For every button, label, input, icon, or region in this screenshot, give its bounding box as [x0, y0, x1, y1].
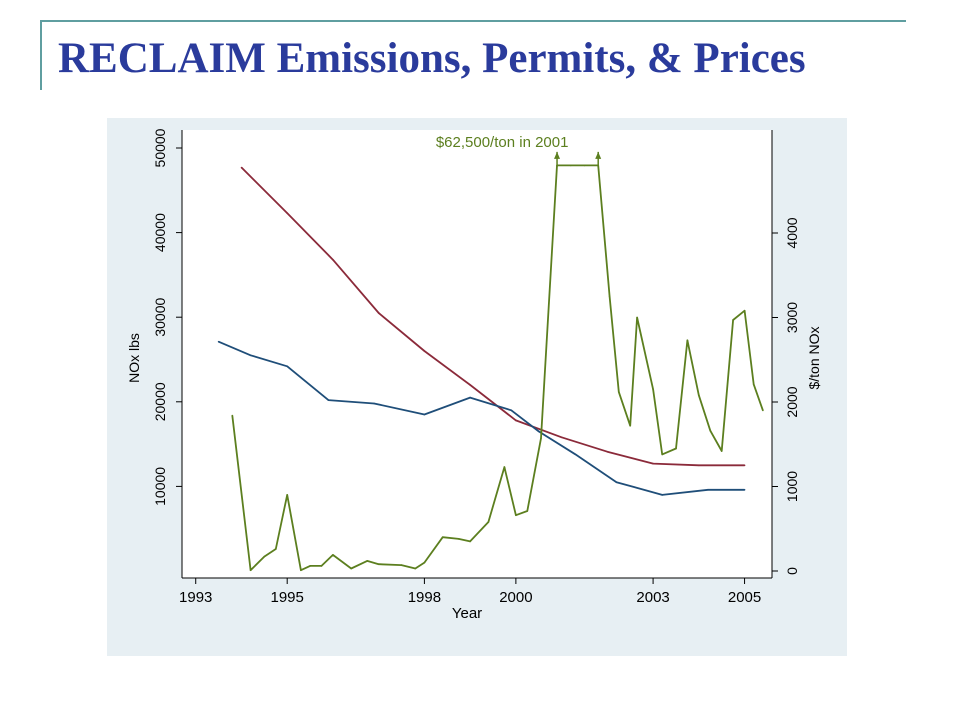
price-point	[515, 514, 517, 516]
price-point	[320, 565, 323, 567]
emissions-point	[373, 402, 375, 405]
price-point	[441, 536, 444, 538]
permits-point	[652, 462, 654, 465]
y-left-tick-label: 50000	[152, 128, 168, 167]
price-point	[752, 383, 755, 386]
price-point	[286, 494, 288, 496]
price-point	[457, 538, 460, 540]
y-left-tick-label: 30000	[152, 298, 168, 337]
emissions-point	[743, 489, 746, 491]
x-tick-label: 2000	[499, 589, 532, 606]
price-point	[414, 567, 417, 570]
price-point	[526, 510, 529, 512]
x-tick-label: 2005	[728, 589, 761, 606]
price-point	[300, 569, 302, 571]
price-point	[400, 564, 403, 566]
y-right-tick-label: 4000	[784, 217, 800, 248]
y-left-tick-label: 10000	[152, 467, 168, 506]
permits-point	[560, 436, 563, 439]
price-point	[636, 316, 638, 319]
emissions-point	[217, 340, 220, 343]
permits-point	[286, 212, 288, 214]
price-point	[686, 339, 689, 342]
x-tick-label: 1998	[408, 589, 441, 606]
x-tick-label: 2003	[636, 589, 669, 606]
price-point	[469, 540, 471, 543]
permits-point	[743, 464, 746, 467]
emissions-point	[286, 365, 288, 368]
price-point	[583, 164, 586, 167]
plot-area	[182, 130, 772, 578]
price-point	[720, 450, 723, 452]
emissions-point	[661, 494, 663, 496]
emissions-point	[574, 453, 577, 456]
title-accent-line	[40, 20, 906, 22]
price-point	[570, 164, 572, 167]
title-accent-bar	[40, 20, 42, 90]
emissions-point	[510, 409, 513, 412]
y-left-axis-title: NOx lbs	[126, 333, 142, 383]
emissions-point	[707, 489, 709, 491]
chart-svg: 1993 1995 1998 2000 2003 2005Year100002000030…	[107, 118, 847, 656]
chart-panel: 1993 1995 1998 2000 2003 2005 Year 10000 20000 30…	[107, 118, 847, 656]
permits-point	[606, 450, 609, 453]
price-annotation: $62,500/ton in 2001	[436, 134, 569, 151]
price-point	[732, 319, 734, 321]
price-point	[366, 560, 369, 562]
permits-point	[698, 464, 700, 467]
price-point	[661, 453, 663, 456]
permits-point	[515, 419, 517, 422]
price-point	[309, 565, 311, 567]
y-right-tick-label: 0	[784, 567, 800, 575]
permits-line	[240, 166, 745, 467]
annotation-arrow-head	[595, 151, 602, 159]
permits-point	[332, 258, 334, 261]
price-point	[423, 561, 426, 564]
emissions-point	[423, 413, 426, 416]
y-right-tick-label: 2000	[784, 386, 800, 417]
x-tick-label: 1995	[271, 589, 304, 606]
emissions-point	[469, 396, 471, 399]
emissions-point	[615, 481, 618, 484]
price-line	[231, 164, 764, 572]
permits-point	[240, 166, 243, 169]
emissions-line	[218, 340, 745, 496]
price-point	[762, 409, 764, 412]
price-point	[709, 429, 712, 432]
price-point	[487, 521, 490, 523]
x-tick-label: 1993	[179, 589, 212, 606]
y-right-axis-title: $/ton NOx	[806, 326, 822, 389]
annotation-arrow-head	[554, 151, 561, 159]
price-point	[231, 414, 234, 417]
emissions-point	[327, 399, 330, 401]
price-point	[377, 563, 380, 565]
price-point	[350, 567, 352, 570]
permits-point	[469, 384, 471, 386]
price-point	[332, 554, 334, 556]
permits-point	[423, 350, 426, 352]
price-point	[540, 437, 542, 440]
price-point	[263, 555, 266, 558]
price-point	[675, 447, 677, 450]
y-left-tick-label: 40000	[152, 213, 168, 252]
emissions-point	[249, 354, 252, 357]
price-point	[629, 424, 631, 427]
price-point	[743, 309, 746, 312]
price-point	[618, 391, 620, 393]
price-point	[608, 295, 611, 298]
y-left-tick-label: 20000	[152, 382, 168, 421]
emissions-point	[537, 430, 540, 433]
price-point	[503, 466, 506, 468]
y-right-tick-label: 1000	[784, 471, 800, 502]
y-right-tick-label: 3000	[784, 302, 800, 333]
price-point	[698, 394, 700, 397]
price-point	[249, 569, 252, 571]
permits-point	[377, 312, 380, 314]
slide-title: RECLAIM Emissions, Permits, & Prices	[58, 35, 806, 82]
x-axis-title: Year	[452, 605, 482, 622]
price-point	[275, 548, 277, 550]
price-point	[652, 388, 654, 391]
